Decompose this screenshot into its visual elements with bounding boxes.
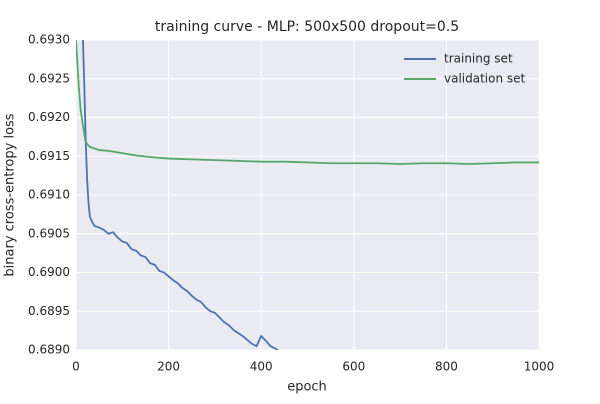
x-tick-label: 600 xyxy=(342,360,365,374)
y-tick-label: 0.6890 xyxy=(28,343,70,357)
x-tick-label: 0 xyxy=(72,360,80,374)
series-line xyxy=(76,40,539,165)
legend-label: validation set xyxy=(444,72,526,86)
legend-label: training set xyxy=(444,52,513,66)
y-tick-label: 0.6910 xyxy=(28,188,70,202)
y-axis-label: binary cross-entropy loss xyxy=(3,113,18,276)
x-axis-label: epoch xyxy=(287,380,327,395)
y-tick-label: 0.6925 xyxy=(28,71,70,85)
y-tick-label: 0.6895 xyxy=(28,304,70,318)
x-tick-label: 800 xyxy=(435,360,458,374)
chart-title: training curve - MLP: 500x500 dropout=0.… xyxy=(155,19,459,35)
x-tick-label: 200 xyxy=(157,360,180,374)
y-tick-label: 0.6905 xyxy=(28,226,70,240)
y-tick-label: 0.6900 xyxy=(28,265,70,279)
x-tick-label: 1000 xyxy=(524,360,555,374)
y-tick-label: 0.6920 xyxy=(28,110,70,124)
series-line xyxy=(82,40,280,350)
y-tick-label: 0.6915 xyxy=(28,149,70,163)
x-tick-label: 400 xyxy=(250,360,273,374)
y-tick-label: 0.6930 xyxy=(28,33,70,47)
